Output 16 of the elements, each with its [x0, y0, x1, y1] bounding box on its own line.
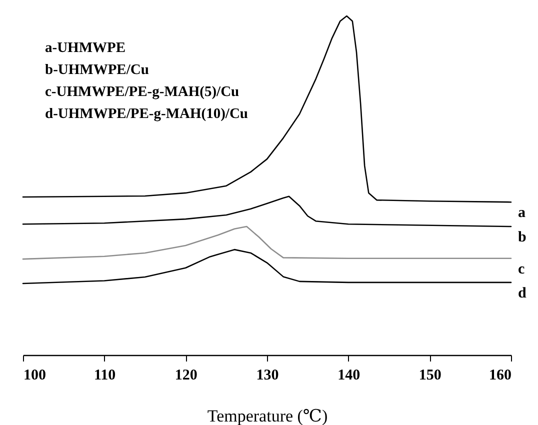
- annotation: d-UHMWPE/PE-g-MAH(10)/Cu: [45, 106, 248, 122]
- x-tick-label: 150: [418, 368, 442, 384]
- annotation: c-UHMWPE/PE-g-MAH(5)/Cu: [45, 84, 240, 100]
- series-label: d: [518, 285, 527, 302]
- series-label: c: [518, 261, 525, 278]
- annotation: b-UHMWPE/Cu: [45, 62, 149, 78]
- x-axis-title: Temperature (℃): [207, 406, 328, 425]
- series-label: b: [518, 230, 526, 246]
- x-tick-label: 160: [489, 368, 512, 384]
- annotation: a-UHMWPE: [45, 40, 126, 56]
- series-label: a: [518, 205, 526, 222]
- x-tick-label: 130: [256, 368, 279, 384]
- x-tick-label: 140: [338, 368, 360, 384]
- x-tick-label: 100: [24, 368, 46, 384]
- x-tick-label: 120: [174, 368, 198, 384]
- x-tick-label: 110: [94, 368, 116, 384]
